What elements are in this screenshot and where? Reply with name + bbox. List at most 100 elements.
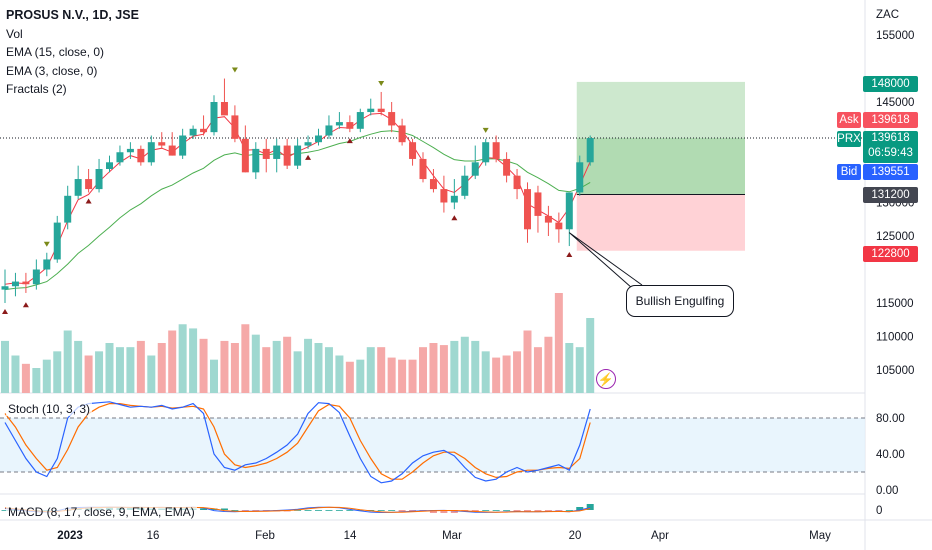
candle-body	[492, 142, 500, 159]
time-axis-label: 14	[344, 530, 357, 542]
candle-body	[252, 148, 260, 173]
volume-bar	[32, 368, 41, 393]
target-price-tag: 148000	[863, 76, 918, 92]
candle-body	[555, 222, 563, 230]
stoch-axis-label: 0.00	[876, 485, 898, 497]
annotation-pointer	[568, 232, 643, 289]
volume-bar	[492, 357, 501, 393]
candle-body	[273, 145, 281, 159]
macd-hist-bar	[315, 510, 322, 511]
volume-bar	[460, 336, 469, 393]
volume-bar	[324, 347, 333, 393]
volume-bar	[53, 351, 62, 393]
candle-body	[32, 269, 40, 285]
last-price: 139618	[871, 132, 910, 144]
fractal-down-marker	[85, 198, 92, 204]
macd-hist-bar	[1, 510, 9, 511]
candle-body	[377, 108, 385, 113]
volume-bar	[210, 359, 218, 393]
volume-bar	[95, 351, 104, 393]
macd-hist-bar	[503, 510, 511, 511]
volume-bar	[554, 293, 563, 393]
macd-hist-bar	[555, 510, 563, 512]
legend-fractals: Fractals (2)	[6, 82, 67, 96]
fractal-down-marker	[2, 309, 8, 314]
candle-body	[398, 125, 406, 143]
candle-body	[388, 112, 396, 126]
macd-hist-bar	[325, 510, 333, 511]
last-price-tag: 139618 06:59:43	[863, 131, 918, 163]
volume-bar	[230, 343, 239, 393]
candle-body	[22, 281, 30, 285]
time-axis-label: Mar	[442, 530, 462, 542]
macd-hist-bar	[565, 510, 573, 511]
candle-body	[283, 145, 291, 166]
stoch-band	[0, 418, 865, 472]
candle-body	[262, 148, 270, 159]
volume-bar	[471, 340, 480, 393]
fractal-down-marker	[22, 302, 29, 308]
macd-hist-bar	[335, 510, 343, 511]
lightning-icon[interactable]: ⚡	[596, 369, 616, 389]
time-axis-label: May	[809, 530, 831, 542]
legend-ema15: EMA (15, close, 0)	[6, 45, 105, 59]
candle-body	[231, 115, 239, 139]
candle-body	[304, 142, 312, 146]
price-axis-label: 115000	[876, 298, 914, 310]
candle-body	[346, 122, 354, 129]
volume-bar	[293, 351, 302, 393]
time-axis-label: Apr	[651, 530, 669, 542]
candle-body	[126, 148, 134, 153]
fractal-down-marker	[346, 138, 353, 144]
volume-bar	[377, 347, 386, 393]
candle-body	[471, 162, 479, 176]
candle-body	[461, 175, 469, 196]
profit-zone	[576, 138, 745, 195]
volume-bar	[42, 359, 51, 393]
volume-bar	[283, 336, 292, 393]
price-axis-label: 155000	[876, 30, 914, 42]
bid-label: Bid	[837, 164, 861, 180]
candle-body	[168, 145, 176, 156]
price-axis-label: 125000	[876, 231, 914, 243]
volume-bar	[513, 351, 522, 393]
volume-bar	[408, 359, 417, 393]
legend-vol: Vol	[6, 26, 23, 41]
candle-body	[220, 102, 228, 116]
candle-body	[544, 215, 552, 223]
candle-body	[137, 148, 145, 163]
macd-hist-bar	[200, 508, 208, 510]
volume-bar	[220, 340, 229, 393]
volume-bar	[419, 347, 427, 393]
candle-body	[179, 135, 187, 156]
candle-body	[85, 179, 93, 190]
candle-body	[335, 122, 343, 126]
time-axis-label: 20	[569, 530, 582, 542]
candle-body	[116, 152, 124, 163]
candle-body	[158, 142, 166, 146]
candle-body	[524, 189, 531, 230]
macd-hist-bar	[304, 510, 312, 511]
candle-body	[11, 281, 19, 287]
price-axis-label: 110000	[876, 332, 914, 344]
time-axis-label: Feb	[255, 530, 275, 542]
volume-bar	[157, 343, 166, 393]
macd-hist-bar	[513, 510, 521, 512]
volume-bar	[398, 359, 407, 393]
candle-body	[356, 112, 364, 129]
volume-bar	[481, 351, 490, 393]
volume-bar	[251, 334, 260, 393]
volume-bar	[387, 357, 396, 393]
pattern-annotation[interactable]: Bullish Engulfing	[626, 285, 734, 317]
candle-body	[53, 222, 61, 260]
ask-price-tag: 139618	[863, 112, 918, 128]
macd-hist-bar	[471, 510, 479, 512]
chart-legend: PROSUS N.V., 1D, JSE Vol EMA (15, close,…	[6, 6, 139, 99]
candle-body	[1, 286, 9, 290]
volume-bar	[335, 355, 344, 393]
candle-body	[95, 169, 103, 190]
volume-bar	[262, 347, 271, 393]
candle-body	[147, 142, 155, 163]
candle-body	[409, 142, 417, 159]
